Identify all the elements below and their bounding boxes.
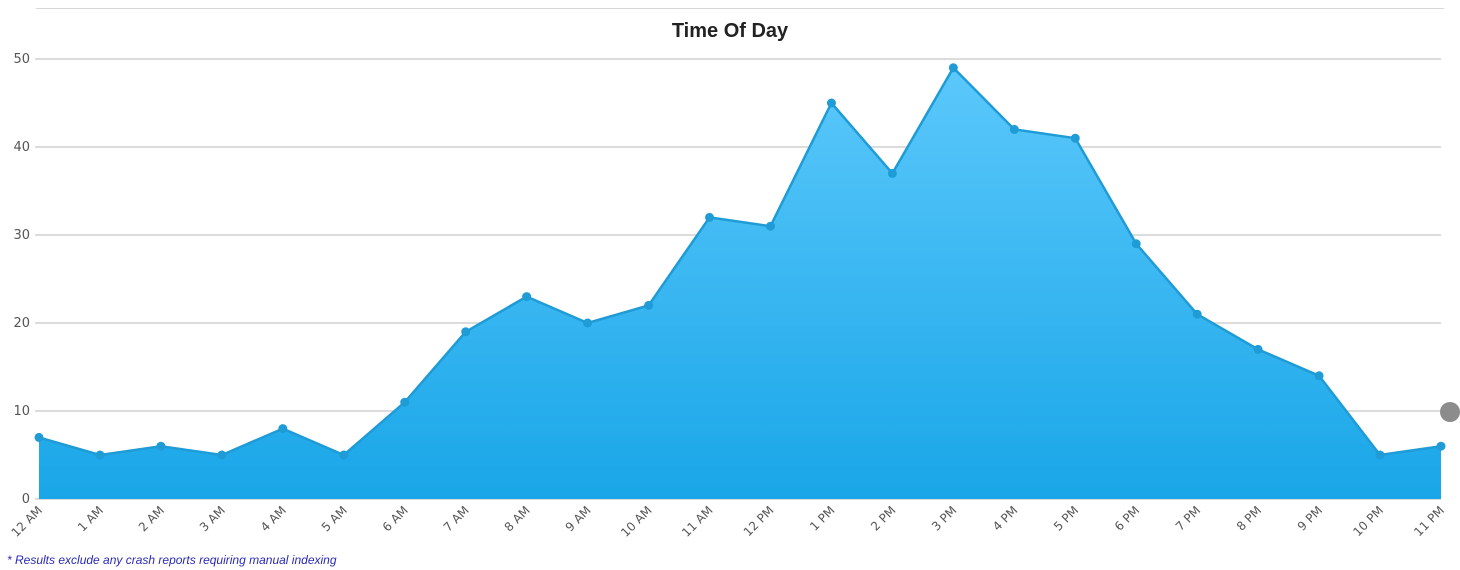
x-tick-label: 11 PM — [1411, 503, 1447, 539]
data-point[interactable] — [522, 292, 532, 302]
x-tick-label: 9 PM — [1295, 503, 1325, 533]
x-tick-label: 7 PM — [1173, 503, 1203, 533]
data-point[interactable] — [156, 441, 166, 451]
y-tick-label: 40 — [13, 140, 30, 155]
y-tick-label: 30 — [13, 228, 30, 243]
x-tick-label: 12 AM — [9, 503, 46, 540]
x-tick-label: 6 AM — [380, 503, 411, 534]
data-point[interactable] — [1375, 450, 1385, 460]
x-tick-label: 3 PM — [929, 503, 959, 533]
x-tick-label: 4 PM — [990, 503, 1020, 533]
chart-title: Time Of Day — [671, 20, 789, 42]
scroll-handle[interactable] — [1440, 402, 1460, 422]
x-tick-label: 6 PM — [1112, 503, 1142, 533]
data-point[interactable] — [1436, 441, 1446, 451]
data-point[interactable] — [461, 327, 471, 337]
data-point[interactable] — [339, 450, 349, 460]
top-border — [36, 8, 1444, 9]
x-tick-label: 10 PM — [1350, 503, 1386, 539]
data-point[interactable] — [1070, 133, 1080, 143]
x-tick-label: 9 AM — [563, 503, 594, 534]
x-tick-label: 5 AM — [319, 503, 350, 534]
x-tick-label: 4 AM — [258, 503, 289, 534]
x-tick-label: 2 PM — [868, 503, 898, 533]
footnote: * Results exclude any crash reports requ… — [7, 553, 337, 567]
data-point[interactable] — [400, 397, 410, 407]
data-point[interactable] — [1009, 124, 1019, 134]
x-tick-label: 10 AM — [618, 503, 655, 540]
x-tick-label: 8 AM — [502, 503, 533, 534]
data-point[interactable] — [887, 168, 897, 178]
x-tick-label: 1 AM — [75, 503, 106, 534]
x-tick-label: 11 AM — [679, 503, 716, 540]
x-tick-label: 8 PM — [1234, 503, 1264, 533]
x-tick-label: 12 PM — [741, 503, 777, 539]
data-point[interactable] — [583, 318, 593, 328]
data-point[interactable] — [948, 63, 958, 73]
data-point[interactable] — [826, 98, 836, 108]
data-point[interactable] — [278, 424, 288, 434]
data-point[interactable] — [95, 450, 105, 460]
series-line — [38, 66, 1442, 457]
data-point[interactable] — [1192, 309, 1202, 319]
y-tick-label: 10 — [13, 404, 30, 419]
x-tick-label: 3 AM — [197, 503, 228, 534]
data-point[interactable] — [705, 212, 715, 222]
x-tick-label: 5 PM — [1051, 503, 1081, 533]
y-tick-label: 0 — [22, 492, 30, 507]
x-tick-label: 1 PM — [807, 503, 837, 533]
data-point[interactable] — [1314, 371, 1324, 381]
data-point[interactable] — [34, 432, 44, 442]
data-point[interactable] — [765, 221, 775, 231]
data-point[interactable] — [1253, 344, 1263, 354]
data-point[interactable] — [644, 300, 654, 310]
area-fill — [39, 67, 1441, 500]
x-tick-label: 2 AM — [136, 503, 167, 534]
x-tick-label: 7 AM — [441, 503, 472, 534]
data-point[interactable] — [1131, 239, 1141, 249]
y-tick-label: 20 — [13, 316, 30, 331]
y-tick-label: 50 — [13, 52, 30, 67]
data-point[interactable] — [217, 450, 227, 460]
